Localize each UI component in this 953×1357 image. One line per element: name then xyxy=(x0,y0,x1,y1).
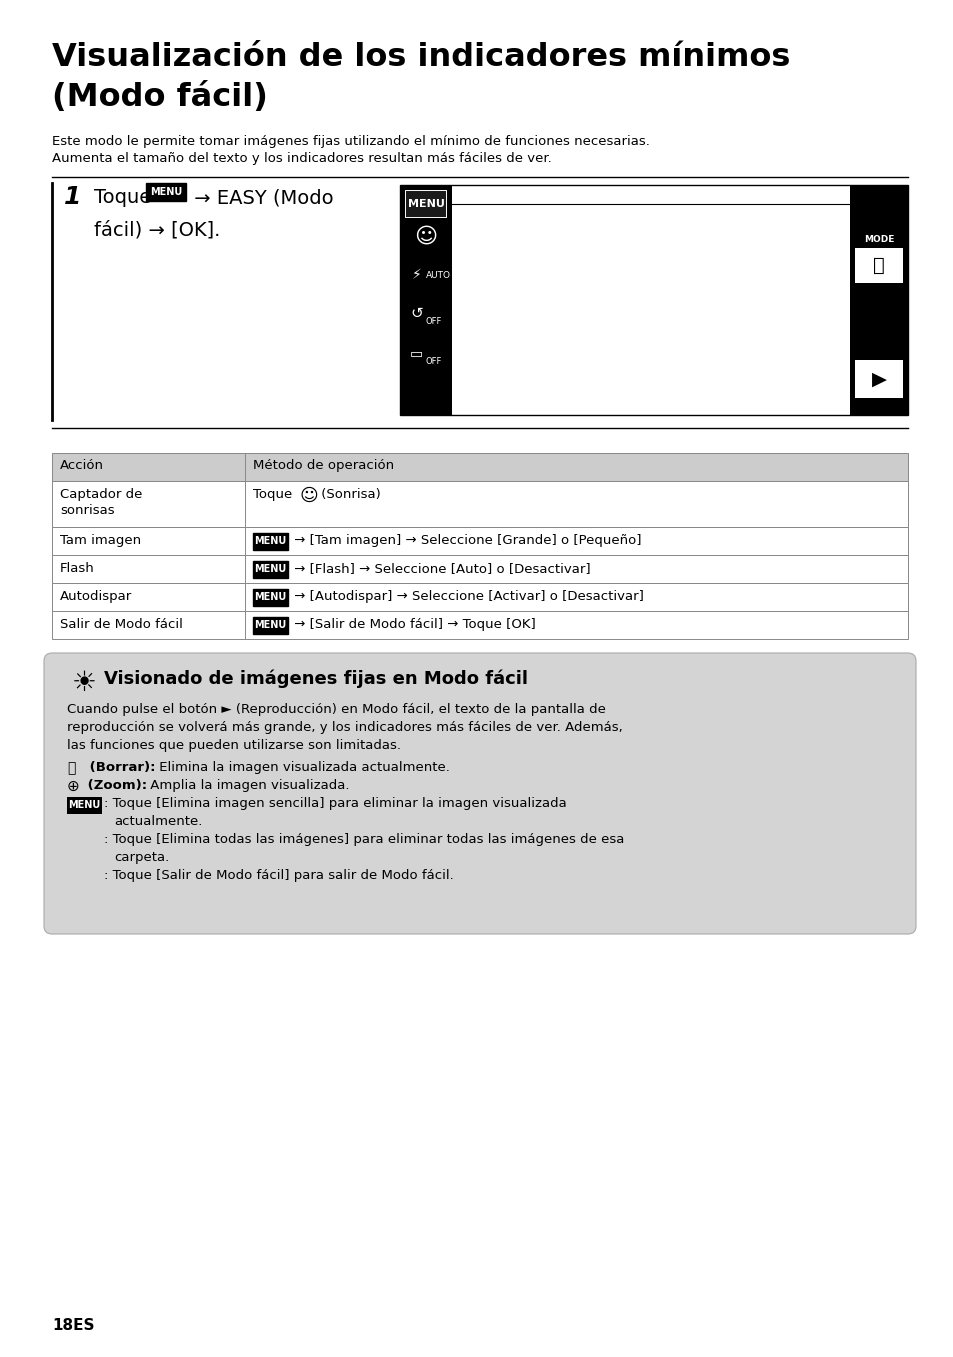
Text: → [Salir de Modo fácil] → Toque [OK]: → [Salir de Modo fácil] → Toque [OK] xyxy=(290,617,536,631)
FancyBboxPatch shape xyxy=(44,653,915,934)
Text: actualmente.: actualmente. xyxy=(113,816,202,828)
Text: MENU: MENU xyxy=(254,593,286,603)
Bar xyxy=(253,560,288,578)
Text: las funciones que pueden utilizarse son limitadas.: las funciones que pueden utilizarse son … xyxy=(67,740,400,752)
Bar xyxy=(253,617,288,634)
Text: ▶: ▶ xyxy=(871,369,885,388)
Text: Visualización de los indicadores mínimos: Visualización de los indicadores mínimos xyxy=(52,42,789,73)
Text: MENU: MENU xyxy=(254,565,286,574)
Bar xyxy=(854,248,902,284)
Text: MENU: MENU xyxy=(254,620,286,631)
Text: Elimina la imagen visualizada actualmente.: Elimina la imagen visualizada actualment… xyxy=(154,761,450,773)
Text: → [Flash] → Seleccione [Auto] o [Desactivar]: → [Flash] → Seleccione [Auto] o [Desacti… xyxy=(290,562,590,575)
Text: Salir de Modo fácil: Salir de Modo fácil xyxy=(60,617,183,631)
Text: Flash: Flash xyxy=(60,562,94,575)
Bar xyxy=(854,360,902,398)
Bar xyxy=(403,189,448,218)
Text: (Modo fácil): (Modo fácil) xyxy=(52,81,268,113)
Text: Este modo le permite tomar imágenes fijas utilizando el mínimo de funciones nece: Este modo le permite tomar imágenes fija… xyxy=(52,134,649,148)
Bar xyxy=(52,527,907,555)
Text: : Toque [Elimina imagen sencilla] para eliminar la imagen visualizada: : Toque [Elimina imagen sencilla] para e… xyxy=(104,797,566,810)
Text: 18ES: 18ES xyxy=(52,1318,94,1333)
Text: 📷: 📷 xyxy=(872,256,884,275)
Bar xyxy=(146,183,186,201)
Text: Visionado de imágenes fijas en Modo fácil: Visionado de imágenes fijas en Modo fáci… xyxy=(104,669,527,688)
Text: → [Autodispar] → Seleccione [Activar] o [Desactivar]: → [Autodispar] → Seleccione [Activar] o … xyxy=(290,590,643,603)
Text: ☺: ☺ xyxy=(299,487,318,505)
Text: MENU: MENU xyxy=(150,187,182,197)
Bar xyxy=(399,185,452,415)
Bar xyxy=(52,453,907,480)
Text: 1: 1 xyxy=(64,185,81,209)
Bar xyxy=(399,185,907,415)
Text: ⚡: ⚡ xyxy=(412,267,421,282)
Text: sonrisas: sonrisas xyxy=(60,503,114,517)
Text: Método de operación: Método de operación xyxy=(253,459,394,472)
Text: ↺: ↺ xyxy=(410,305,422,320)
Text: : Toque [Elimina todas las imágenes] para eliminar todas las imágenes de esa: : Toque [Elimina todas las imágenes] par… xyxy=(104,833,623,845)
Text: ☀: ☀ xyxy=(71,669,97,697)
Text: 🗑: 🗑 xyxy=(67,761,75,775)
Text: Autodispar: Autodispar xyxy=(60,590,132,603)
Text: fácil) → [OK].: fácil) → [OK]. xyxy=(94,220,220,239)
Text: (Sonrisa): (Sonrisa) xyxy=(316,489,380,501)
Text: MENU: MENU xyxy=(407,199,444,209)
Text: → [Tam imagen] → Seleccione [Grande] o [Pequeño]: → [Tam imagen] → Seleccione [Grande] o [… xyxy=(290,535,640,547)
Text: AUTO: AUTO xyxy=(426,270,451,280)
Text: Acción: Acción xyxy=(60,459,104,472)
Text: MENU: MENU xyxy=(254,536,286,547)
Text: Toque: Toque xyxy=(94,189,157,208)
Text: MODE: MODE xyxy=(862,236,893,244)
Text: → EASY (Modo: → EASY (Modo xyxy=(188,189,334,208)
Text: Aumenta el tamaño del texto y los indicadores resultan más fáciles de ver.: Aumenta el tamaño del texto y los indica… xyxy=(52,152,551,166)
Bar xyxy=(253,533,288,550)
Bar xyxy=(849,185,907,415)
Text: Toque: Toque xyxy=(253,489,296,501)
Text: ▭: ▭ xyxy=(410,346,423,360)
Text: OFF: OFF xyxy=(426,316,442,326)
Bar xyxy=(406,191,446,217)
Text: (Borrar):: (Borrar): xyxy=(85,761,155,773)
Text: Tam imagen: Tam imagen xyxy=(60,535,141,547)
Bar xyxy=(67,797,102,814)
Text: OFF: OFF xyxy=(426,357,442,365)
Text: ☺: ☺ xyxy=(414,227,437,247)
Text: Amplia la imagen visualizada.: Amplia la imagen visualizada. xyxy=(146,779,349,792)
Text: ⊕: ⊕ xyxy=(67,779,80,794)
Bar xyxy=(52,555,907,584)
Text: reproducción se volverá más grande, y los indicadores más fáciles de ver. Además: reproducción se volverá más grande, y lo… xyxy=(67,721,622,734)
Text: MENU: MENU xyxy=(69,801,100,810)
Text: Captador de: Captador de xyxy=(60,489,142,501)
Bar xyxy=(253,589,288,607)
Text: (Zoom):: (Zoom): xyxy=(83,779,147,792)
Text: carpeta.: carpeta. xyxy=(113,851,169,864)
Bar xyxy=(52,611,907,639)
Text: : Toque [Salir de Modo fácil] para salir de Modo fácil.: : Toque [Salir de Modo fácil] para salir… xyxy=(104,868,454,882)
Bar xyxy=(52,480,907,527)
Text: Cuando pulse el botón ► (Reproducción) en Modo fácil, el texto de la pantalla de: Cuando pulse el botón ► (Reproducción) e… xyxy=(67,703,605,716)
Bar xyxy=(452,185,849,415)
Bar xyxy=(52,584,907,611)
